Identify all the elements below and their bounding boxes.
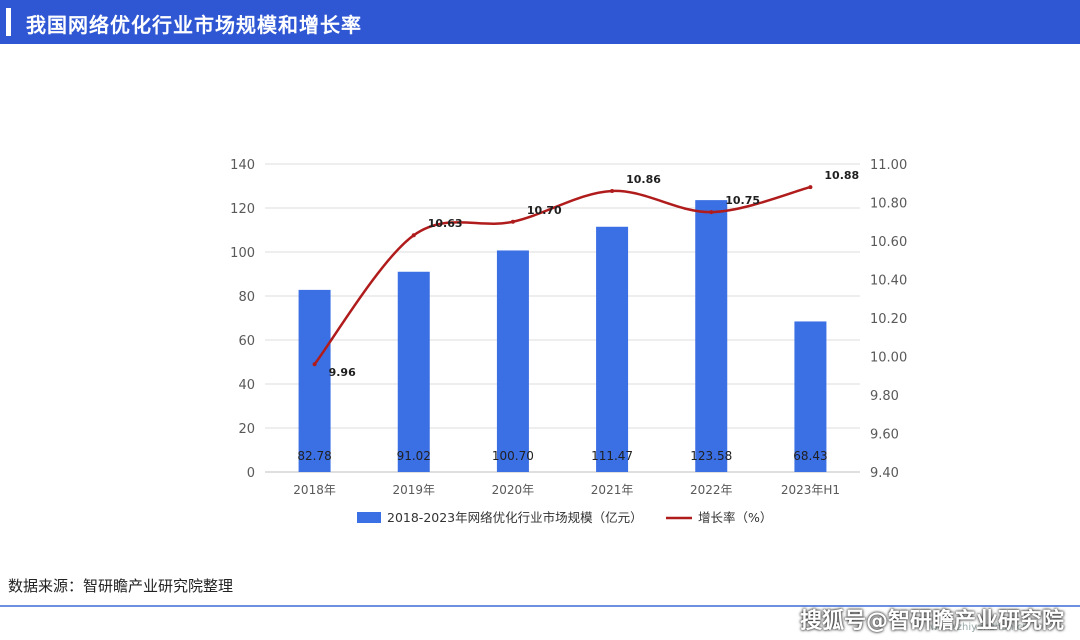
- y-left-tick-label: 100: [230, 246, 255, 261]
- x-tick-label: 2019年: [392, 483, 435, 497]
- y-right-tick-label: 9.60: [870, 428, 899, 443]
- bar: [496, 250, 529, 472]
- y-right-tick-label: 10.00: [870, 351, 907, 366]
- line-value-label: 10.88: [824, 169, 859, 182]
- bar-value-label: 123.58: [690, 449, 732, 463]
- bar-value-label: 100.70: [492, 449, 534, 463]
- bar-value-label: 68.43: [793, 449, 827, 463]
- y-left-tick-label: 40: [238, 378, 255, 393]
- x-tick-label: 2023年H1: [781, 483, 840, 497]
- legend-line-label: 增长率（%）: [698, 510, 772, 525]
- y-right-tick-label: 10.20: [870, 312, 907, 327]
- header-bar: 我国网络优化行业市场规模和增长率: [0, 0, 1080, 44]
- line-point: [510, 219, 515, 224]
- x-tick-label: 2021年: [591, 483, 634, 497]
- line-point: [709, 210, 714, 215]
- y-left-tick-label: 120: [230, 202, 255, 217]
- footer-divider: [0, 605, 1080, 607]
- line-value-label: 10.86: [626, 173, 661, 186]
- y-right-tick-label: 9.40: [870, 466, 899, 481]
- bar: [695, 200, 728, 472]
- y-left-tick-label: 20: [238, 422, 255, 437]
- page-title: 我国网络优化行业市场规模和增长率: [26, 13, 362, 37]
- line-point: [312, 362, 317, 367]
- line-value-label: 10.63: [428, 217, 463, 230]
- y-left-tick-label: 60: [238, 334, 255, 349]
- line-point: [411, 233, 416, 238]
- y-left-tick-label: 0: [247, 466, 255, 481]
- y-right-tick-label: 10.60: [870, 235, 907, 250]
- y-left-tick-label: 80: [238, 290, 255, 305]
- y-right-tick-label: 11.00: [870, 158, 907, 173]
- watermark-text: 搜狐号@智研瞻产业研究院: [800, 609, 1065, 634]
- bar-value-label: 111.47: [591, 449, 633, 463]
- site-url: www.zhiyanzhan.cn: [930, 622, 1029, 633]
- line-value-label: 9.96: [329, 366, 356, 379]
- y-right-tick-label: 10.80: [870, 197, 907, 212]
- x-tick-label: 2022年: [690, 483, 733, 497]
- line-point: [610, 188, 615, 193]
- line-value-label: 10.75: [725, 194, 760, 207]
- growth-rate-line: [313, 185, 811, 365]
- x-tick-label: 2020年: [492, 483, 535, 497]
- bar-value-label: 91.02: [397, 449, 431, 463]
- combo-chart: 82.78 91.02 100.70 111.47 123.58 68.43 9.96 10.…: [230, 158, 907, 525]
- line-value-label: 10.70: [527, 204, 562, 217]
- bar: [397, 271, 430, 472]
- y-left-tick-label: 140: [230, 158, 255, 173]
- bar-value-label: 82.78: [297, 449, 331, 463]
- y-right-tick-label: 10.40: [870, 274, 907, 289]
- bar: [596, 226, 629, 472]
- bar: [794, 321, 827, 472]
- y-right-tick-label: 9.80: [870, 389, 899, 404]
- data-source: 数据来源：智研瞻产业研究院整理: [8, 577, 234, 595]
- legend-bar-label: 2018-2023年网络优化行业市场规模（亿元）: [387, 510, 643, 525]
- legend-bar-swatch: [357, 512, 381, 523]
- title-accent: [6, 8, 11, 36]
- x-tick-label: 2018年: [293, 483, 336, 497]
- bar: [298, 289, 331, 472]
- line-point: [808, 185, 813, 190]
